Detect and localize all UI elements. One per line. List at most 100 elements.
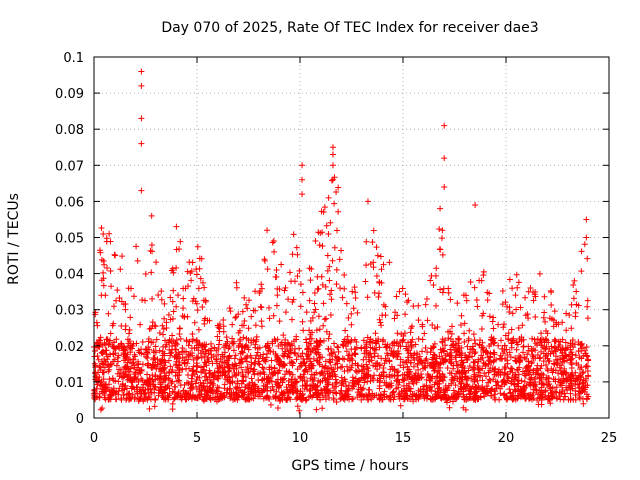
data-point [176,331,183,338]
data-point [366,358,373,365]
data-point [184,313,191,320]
data-point [131,293,138,300]
data-point [461,330,468,337]
data-point [266,378,273,385]
data-point [158,296,165,303]
data-point [319,354,326,361]
data-point [455,340,462,347]
data-point [367,344,374,351]
data-point [193,360,200,367]
data-point [310,355,317,362]
data-point [543,337,550,344]
data-point [540,389,547,396]
data-point [163,374,170,381]
data-point [432,363,439,370]
data-point [307,318,314,325]
data-point [109,389,116,396]
data-point [337,285,344,292]
data-point [355,368,362,375]
data-point [416,374,423,381]
data-point [527,366,534,373]
data-point [408,325,415,332]
data-point [536,355,543,362]
data-point [107,392,114,399]
data-point [559,358,566,365]
data-point [298,360,305,367]
data-point [502,299,509,306]
data-point [296,345,303,352]
data-point [469,366,476,373]
data-point [333,266,340,273]
data-point [327,311,334,318]
data-point [116,295,123,302]
data-point [512,387,519,394]
data-point [468,345,475,352]
data-point [196,394,203,401]
data-point [352,360,359,367]
data-point [116,385,123,392]
data-point [117,266,124,273]
y-axis-title: ROTI / TECUs [6,193,22,285]
data-point [317,337,324,344]
outlier-point [437,205,444,212]
data-point [541,293,548,300]
data-point [512,374,519,381]
data-point [231,369,238,376]
data-point [401,376,408,383]
data-point [377,319,384,326]
data-point [369,239,376,246]
data-point [105,381,112,388]
data-point [419,336,426,343]
data-point [424,371,431,378]
data-point [100,269,107,276]
data-point [341,336,348,343]
data-point [544,367,551,374]
data-point [236,327,243,334]
outlier-point [329,151,336,158]
y-tick-label: 0 [76,412,84,427]
data-point [415,366,422,373]
data-point [278,376,285,383]
data-point [509,310,516,317]
data-point [520,343,527,350]
y-tick-label: 0.05 [55,232,84,247]
data-point [157,381,164,388]
data-point [211,369,218,376]
data-point [171,383,178,390]
data-point [257,303,264,310]
data-point [578,268,585,275]
data-point [465,367,472,374]
data-point [386,259,393,266]
data-point [512,354,519,361]
data-point [462,292,469,299]
data-point [480,390,487,397]
data-point [223,334,230,341]
data-point [458,364,465,371]
data-point [547,400,554,407]
data-point [314,394,321,401]
data-point [315,351,322,358]
data-point [308,365,315,372]
data-point [522,365,529,372]
data-point [205,347,212,354]
data-point [222,370,229,377]
data-point [573,288,580,295]
data-point [551,344,558,351]
data-point [431,340,438,347]
data-point [239,358,246,365]
data-point [148,364,155,371]
data-point [548,289,555,296]
data-point [363,354,370,361]
data-point [130,340,137,347]
data-point [562,346,569,353]
data-point [419,348,426,355]
data-point [396,288,403,295]
outlier-point [138,68,145,75]
data-point [444,387,451,394]
data-point [269,383,276,390]
data-point [345,314,352,321]
data-point [122,382,129,389]
data-point [470,358,477,365]
data-point [415,335,422,342]
data-point [200,380,207,387]
